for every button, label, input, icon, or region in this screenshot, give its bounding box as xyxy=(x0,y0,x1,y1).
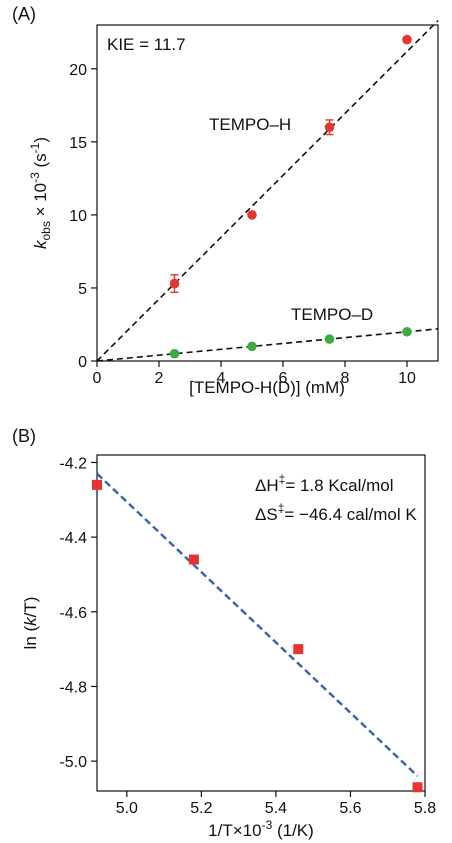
x-tick-label: 4 xyxy=(217,370,226,387)
fit-line-series-1 xyxy=(96,328,439,362)
fit-line-series-0 xyxy=(96,20,439,362)
data-point-series-1 xyxy=(247,341,257,352)
series-label-tempo-h: TEMPO–H xyxy=(209,115,291,134)
x-tick-label: 2 xyxy=(155,370,164,387)
x-tick-label: 10 xyxy=(398,370,416,387)
data-point-series-1 xyxy=(402,326,412,337)
data-point-series-1 xyxy=(324,334,335,344)
y-label-times: × 10 xyxy=(31,183,50,221)
y-tick-label: 10 xyxy=(69,208,87,225)
x-label-unit: (1/K) xyxy=(272,821,314,840)
y-label-exp: -3 xyxy=(28,172,42,183)
y-label-over-t: /T) xyxy=(21,597,40,618)
x-tick-label: 6 xyxy=(279,370,288,387)
x-tick-label: 8 xyxy=(341,370,350,387)
panel-a-frame xyxy=(96,24,439,362)
y-tick-label: -4.6 xyxy=(59,605,87,622)
x-tick-label: 5.6 xyxy=(339,800,361,817)
data-point-series-0 xyxy=(247,210,257,220)
panel-a-y-axis-label: kobs × 10-3 (s-1) xyxy=(28,137,53,249)
delta-h-symbol: ΔH xyxy=(255,476,279,495)
delta-h-value: = 1.8 Kcal/mol xyxy=(285,476,393,495)
panel-b-fit-lines xyxy=(96,472,419,777)
delta-s-symbol: ΔS xyxy=(255,505,278,524)
x-label-exp: -3 xyxy=(262,818,273,832)
data-point-series-0 xyxy=(412,782,423,793)
panel-b: (B) 5.0 5.2 5.4 5.6 5.8-5.0-4.8-4.6-4.4-4.2 … xyxy=(12,426,436,840)
x-tick-label: 5.4 xyxy=(265,800,287,817)
y-label-unit-open: (s xyxy=(31,153,50,172)
panel-b-ticks: 5.0 5.2 5.4 5.6 5.8 -5.0 -4.8 -4.6 -4.4 -4.2 xyxy=(59,455,436,817)
annotation-delta-s: ΔS‡= −46.4 cal/mol K xyxy=(255,501,417,524)
y-label-k: k xyxy=(31,239,50,249)
y-tick-label: 15 xyxy=(69,135,87,152)
panel-a-x-axis-label: [TEMPO-H(D)] (mM) xyxy=(189,378,345,397)
y-label-ln: ln ( xyxy=(21,625,40,649)
panel-a-points xyxy=(169,34,412,359)
data-point-series-0 xyxy=(324,122,335,133)
data-point-series-0 xyxy=(188,554,199,565)
panel-a-label: (A) xyxy=(12,4,36,24)
x-tick-label: 5.8 xyxy=(414,800,436,817)
y-label-k-italic: k xyxy=(21,616,40,626)
annotation-delta-h: ΔH‡= 1.8 Kcal/mol xyxy=(255,472,394,495)
panel-b-x-axis-label: 1/T×10-3 (1/K) xyxy=(208,818,314,840)
delta-s-dagger: ‡ xyxy=(278,501,285,515)
y-tick-label: -4.8 xyxy=(59,679,87,696)
data-point-series-1 xyxy=(169,348,180,359)
data-point-series-0 xyxy=(402,34,412,45)
y-label-obs-subscript: obs xyxy=(39,221,53,240)
data-point-series-0 xyxy=(293,644,304,655)
y-label-unit-close: ) xyxy=(31,137,50,143)
panel-b-points xyxy=(92,479,423,793)
y-label-unit-exp: -1 xyxy=(28,142,42,153)
panel-a-fit-lines xyxy=(96,20,439,362)
x-tick-label: 5.0 xyxy=(116,800,138,817)
x-label-main: 1/T×10 xyxy=(208,821,261,840)
data-point-series-0 xyxy=(92,479,102,490)
panel-a-ticks: 0 2 4 6 8 10 0 5 10 15 20 xyxy=(69,62,416,387)
panel-a-kie-annotation: KIE = 11.7 xyxy=(107,35,186,54)
y-tick-label: 20 xyxy=(69,62,87,79)
y-tick-label: -4.4 xyxy=(59,530,87,547)
delta-h-dagger: ‡ xyxy=(279,472,286,486)
panel-b-y-axis-label: ln (k/T) xyxy=(21,597,40,650)
panel-b-label: (B) xyxy=(12,426,36,446)
y-tick-label: 0 xyxy=(78,354,87,371)
fit-line-series-0 xyxy=(96,472,419,777)
series-label-tempo-d: TEMPO–D xyxy=(291,305,373,324)
y-tick-label: -5.0 xyxy=(59,754,87,771)
x-tick-label: 5.2 xyxy=(190,800,212,817)
panel-b-frame xyxy=(96,454,426,792)
x-tick-label: 0 xyxy=(93,370,102,387)
panel-a: (A) 0 2 4 6 8 10 0 5 10 15 20 KIE = 11.7 TEMPO–H T… xyxy=(12,4,439,397)
y-tick-label: -4.2 xyxy=(59,455,87,472)
y-tick-label: 5 xyxy=(78,281,87,298)
data-point-series-0 xyxy=(169,278,180,289)
delta-s-value: = −46.4 cal/mol K xyxy=(284,505,417,524)
